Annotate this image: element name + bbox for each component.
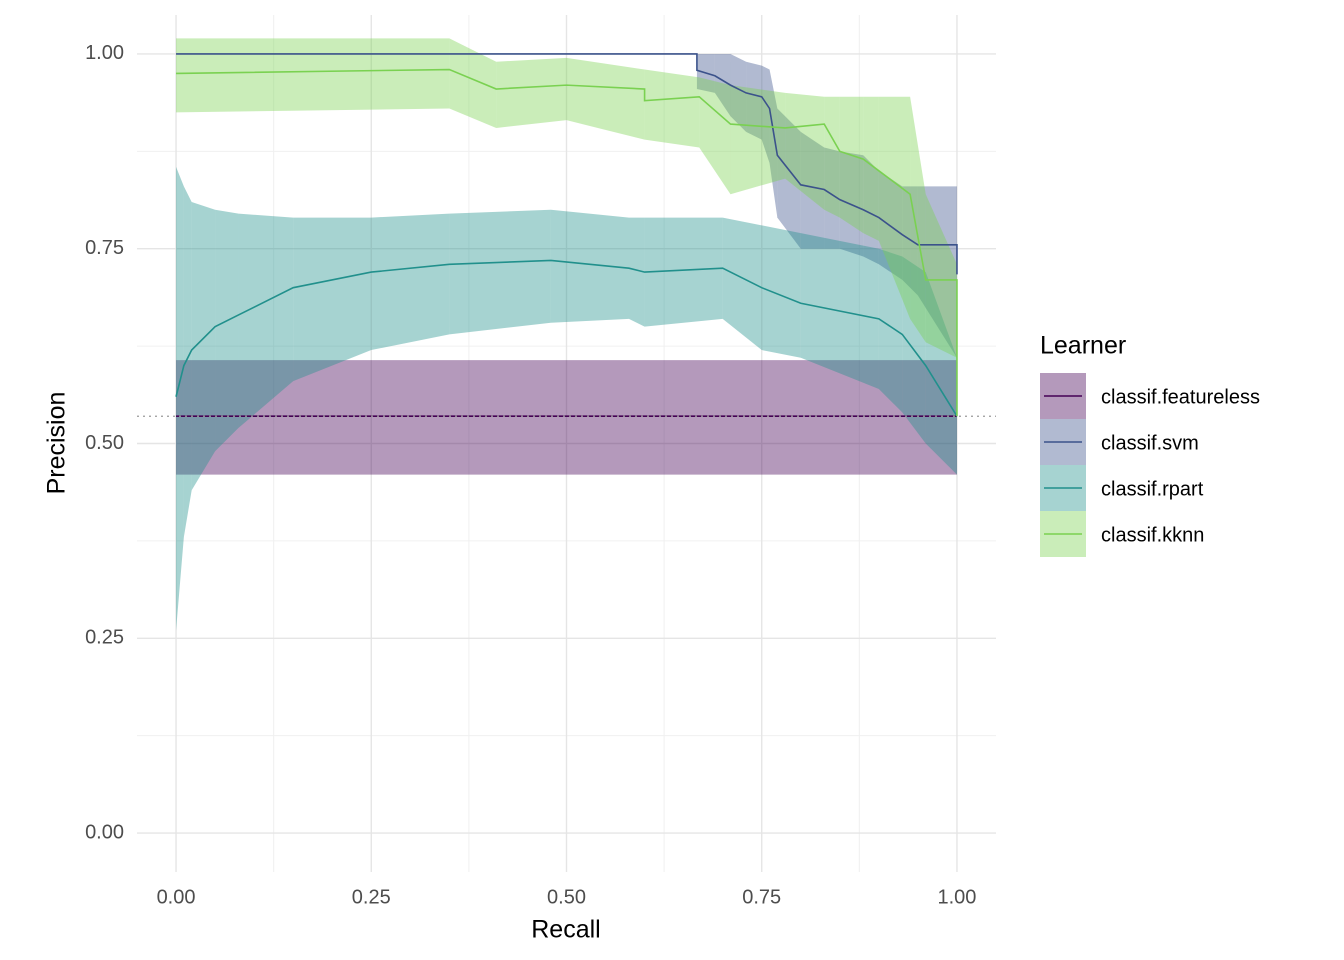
- ribbon: [730, 85, 786, 195]
- ribbon: [824, 147, 840, 249]
- ribbon: [746, 61, 762, 140]
- ribbon: [293, 217, 372, 382]
- ribbon: [176, 38, 450, 113]
- x-axis-title: Recall: [531, 916, 600, 944]
- y-axis-title: Precision: [43, 392, 71, 495]
- ribbon: [699, 77, 731, 195]
- lines: [137, 53, 996, 418]
- ribbon: [730, 53, 747, 132]
- legend-title: Learner: [1040, 332, 1126, 360]
- ribbon: [550, 209, 629, 323]
- ribbon: [878, 96, 911, 319]
- line: [176, 53, 958, 275]
- ribbon: [644, 217, 723, 327]
- ribbon: [722, 217, 762, 351]
- ribbon: [449, 38, 497, 128]
- ribbon: [496, 57, 567, 128]
- ribbon: [238, 213, 294, 428]
- y-tick-label: 0.50: [85, 432, 124, 454]
- legend-label: classif.kknn: [1101, 524, 1204, 546]
- ribbon: [176, 360, 957, 475]
- y-tick-label: 0.00: [85, 821, 124, 843]
- ribbons: [176, 38, 957, 631]
- axes: 0.00 0.25 0.50 0.75 1.00 0.00 0.25 0.50 0.75 1.00: [85, 42, 976, 908]
- x-tick-label: 0.25: [352, 886, 391, 908]
- ribbon: [371, 213, 450, 351]
- ribbon: [176, 166, 184, 631]
- ribbon: [878, 248, 903, 413]
- ribbon: [628, 217, 645, 327]
- line: [176, 68, 958, 417]
- ribbon: [215, 209, 239, 452]
- ribbon: [644, 69, 700, 148]
- legend-label: classif.svm: [1101, 432, 1199, 454]
- x-tick-label: 0.00: [157, 886, 196, 908]
- ribbon: [917, 186, 957, 358]
- ribbon: [910, 96, 926, 343]
- ribbon: [863, 155, 879, 265]
- ribbon: [785, 92, 825, 210]
- ribbon: [925, 194, 957, 358]
- ribbon: [863, 96, 879, 241]
- ribbon: [761, 225, 801, 358]
- y-tick-label: 0.75: [85, 237, 124, 259]
- x-tick-label: 0.50: [547, 886, 586, 908]
- ribbon: [183, 186, 192, 537]
- ribbon: [714, 53, 731, 117]
- legend-label: classif.featureless: [1101, 386, 1260, 408]
- x-tick-label: 1.00: [937, 886, 976, 908]
- ribbon: [761, 65, 770, 164]
- ribbon: [824, 96, 840, 218]
- line: [175, 259, 958, 417]
- legend-label: classif.rpart: [1101, 478, 1204, 500]
- ribbon: [191, 201, 216, 491]
- ribbon: [566, 57, 645, 140]
- ribbon: [769, 69, 778, 218]
- ribbon: [800, 131, 825, 249]
- ribbon: [925, 272, 957, 475]
- y-tick-label: 0.25: [85, 627, 124, 649]
- x-tick-label: 0.75: [742, 886, 781, 908]
- legend: classif.featureless classif.svm classif.rp…: [1040, 373, 1260, 557]
- ribbon: [839, 96, 864, 234]
- ribbon: [777, 108, 801, 249]
- ribbon: [449, 209, 551, 335]
- y-tick-label: 1.00: [85, 42, 124, 64]
